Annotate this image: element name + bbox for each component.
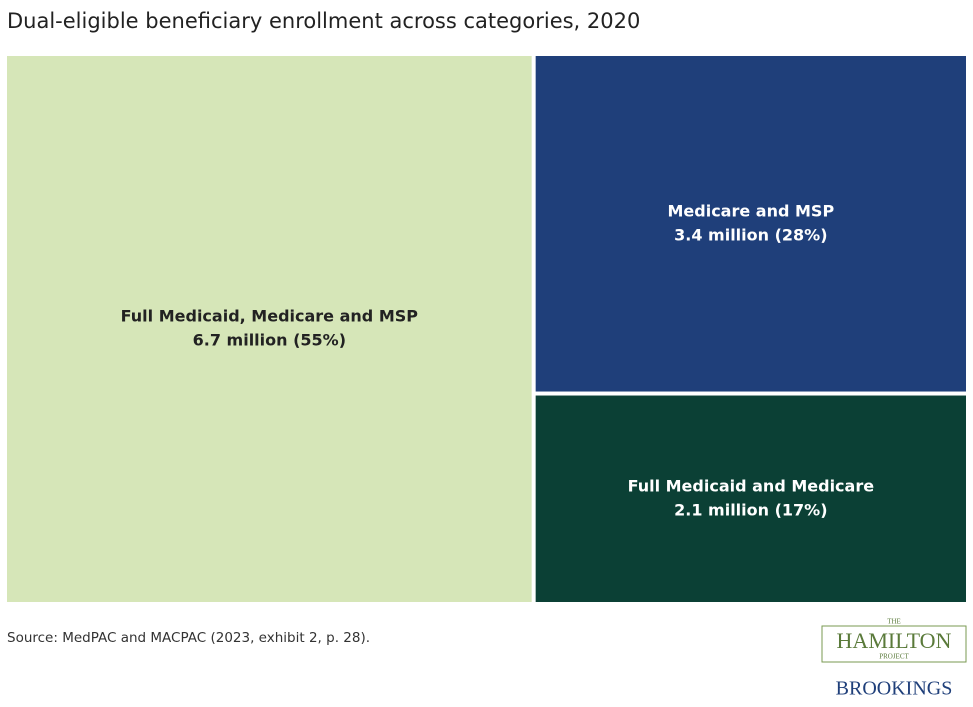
logo-brand: BROOKINGS [836, 678, 953, 700]
logo-top: THE [887, 618, 901, 626]
cell-label: Medicare and MSP [667, 201, 834, 220]
logo: THE HAMILTON PROJECT BROOKINGS [821, 618, 967, 700]
logo-bottom: PROJECT [879, 653, 909, 661]
value-label: 2.1 million (17%) [674, 500, 827, 519]
treemap-cell [7, 56, 532, 602]
treemap-cell [535, 395, 966, 602]
cell-label: Full Medicaid and Medicare [628, 476, 875, 495]
chart-title: Dual-eligible beneficiary enrollment acr… [7, 9, 640, 33]
cell-label: Full Medicaid, Medicare and MSP [121, 307, 419, 326]
source-note: Source: MedPAC and MACPAC (2023, exhibit… [7, 630, 370, 646]
value-label: 3.4 million (28%) [674, 225, 827, 244]
value-label: 6.7 million (55%) [193, 331, 346, 350]
logo-frame [821, 625, 967, 663]
logo-name: HAMILTON [837, 628, 952, 653]
treemap: Full Medicaid, Medicare and MSP 6.7 milli… [7, 56, 966, 602]
treemap-cell [535, 56, 966, 392]
